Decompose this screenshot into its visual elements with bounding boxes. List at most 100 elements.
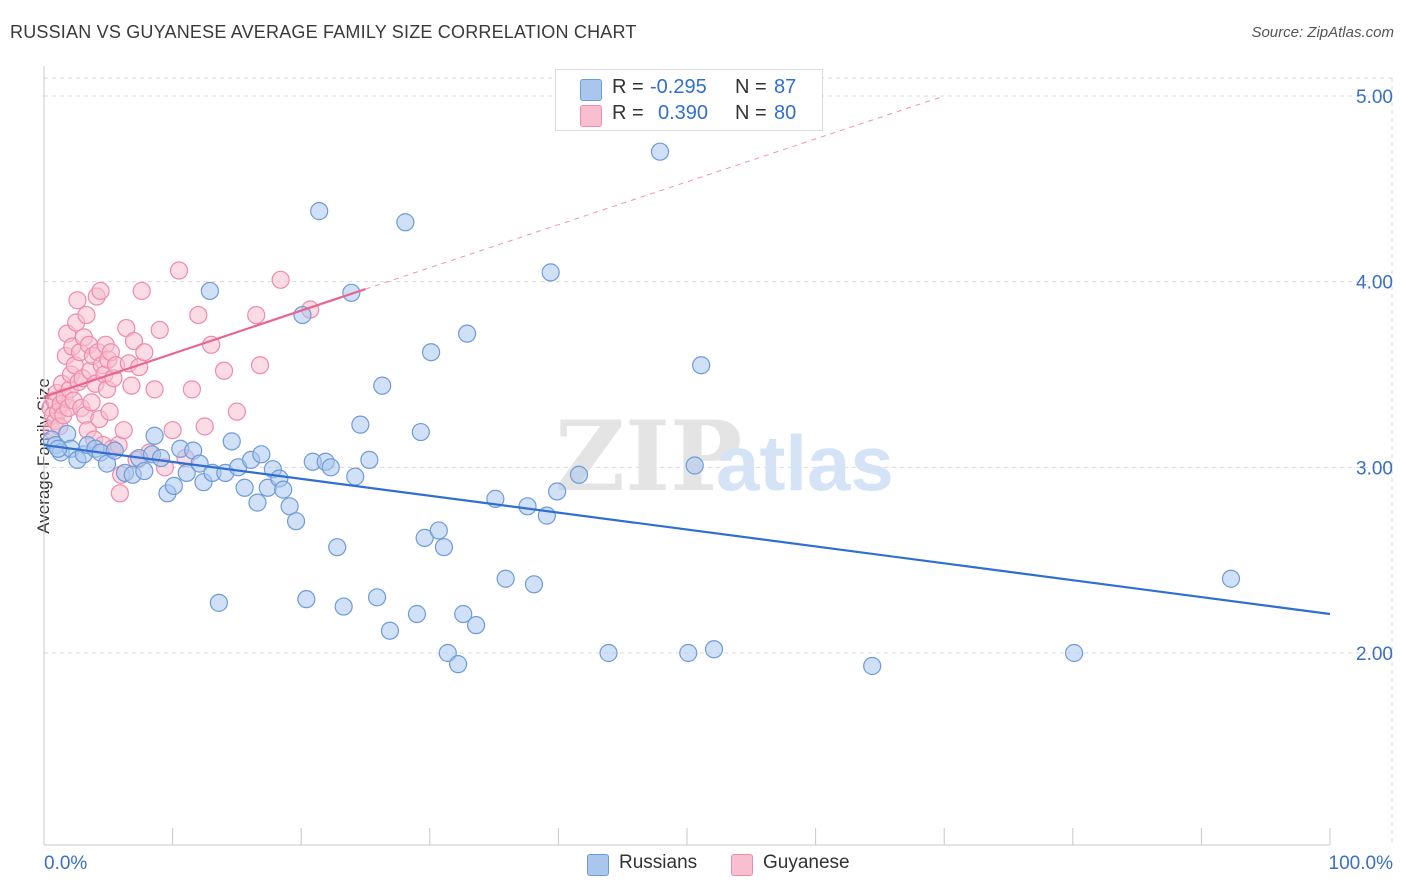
russians-point bbox=[569, 465, 589, 484]
russians-point bbox=[297, 590, 316, 609]
legend-n-label: N = bbox=[735, 76, 767, 98]
guyanese-point bbox=[82, 393, 101, 412]
guyanese-point bbox=[227, 402, 246, 421]
y-tick-label: 2.00 bbox=[1356, 644, 1393, 665]
russians-point bbox=[58, 424, 77, 444]
russians-point bbox=[518, 497, 537, 516]
x-tick-label-max: 100.0% bbox=[1329, 853, 1394, 874]
russians-point bbox=[164, 476, 183, 495]
russians-point bbox=[209, 593, 228, 612]
guyanese-point bbox=[77, 305, 96, 325]
russians-point bbox=[1221, 569, 1241, 588]
russians-point bbox=[105, 441, 124, 460]
russians-point bbox=[704, 640, 724, 659]
y-tick-label: 4.00 bbox=[1356, 273, 1393, 294]
russians-point bbox=[200, 281, 219, 301]
legend-swatch-guyanese bbox=[580, 105, 602, 127]
legend-r-label: R = bbox=[612, 102, 644, 124]
correlation-legend: R = -0.295 N = 87 R = 0.390 N = 80 bbox=[555, 69, 823, 131]
russians-point bbox=[274, 480, 293, 499]
russians-point bbox=[145, 426, 164, 445]
russians-point bbox=[415, 528, 434, 547]
guyanese-point bbox=[91, 281, 110, 301]
watermark-zip: ZIP bbox=[555, 400, 742, 513]
russians-point bbox=[351, 415, 370, 434]
bottom-legend-swatch-guyanese bbox=[731, 854, 753, 876]
watermark-atlas: atlas bbox=[716, 419, 894, 507]
russians-point bbox=[685, 456, 704, 475]
russians-point bbox=[151, 448, 171, 468]
russians-point bbox=[466, 616, 486, 635]
guyanese-point bbox=[135, 343, 154, 362]
russians-point bbox=[1064, 643, 1084, 663]
guyanese-trend-line bbox=[43, 288, 366, 398]
russians-point bbox=[599, 643, 618, 663]
guyanese-point bbox=[68, 291, 87, 310]
russians-point bbox=[235, 478, 254, 497]
bottom-legend-label-russians: Russians bbox=[619, 852, 698, 873]
legend-n-value: 80 bbox=[774, 102, 797, 124]
guyanese-point bbox=[122, 376, 141, 395]
russians-point bbox=[286, 512, 306, 531]
russians-trend-line bbox=[43, 443, 1331, 616]
legend-n-value: 87 bbox=[774, 76, 797, 98]
russians-point bbox=[135, 461, 154, 481]
russians-point bbox=[380, 621, 400, 640]
guyanese-point bbox=[169, 261, 189, 280]
russians-point bbox=[692, 356, 711, 375]
guyanese-point bbox=[182, 380, 201, 399]
tick-labels: 2.00 3.00 4.00 5.00 0.0% 100.0% bbox=[44, 87, 1393, 874]
russians-point bbox=[548, 482, 567, 501]
russians-point bbox=[310, 202, 329, 221]
russians-point bbox=[434, 538, 454, 557]
russians-point bbox=[248, 493, 267, 512]
chart-title: RUSSIAN VS GUYANESE AVERAGE FAMILY SIZE … bbox=[10, 22, 637, 42]
legend-r-value: -0.295 bbox=[650, 76, 707, 98]
guyanese-point bbox=[247, 305, 266, 325]
bottom-legend-swatch-russians bbox=[587, 854, 609, 876]
russians-point bbox=[429, 521, 448, 540]
legend-r-label: R = bbox=[612, 76, 644, 98]
guyanese-point bbox=[195, 417, 214, 436]
russians-point bbox=[496, 569, 515, 588]
russians-point bbox=[524, 575, 544, 594]
russians-point bbox=[541, 263, 560, 282]
guyanese-point bbox=[202, 335, 221, 354]
guyanese-point bbox=[189, 305, 208, 325]
guyanese-point bbox=[150, 320, 169, 340]
russians-point bbox=[334, 597, 353, 616]
guyanese-point bbox=[124, 331, 144, 351]
legend-r-value: 0.390 bbox=[658, 102, 709, 124]
source-label: Source: ZipAtlas.com bbox=[1251, 24, 1394, 41]
guyanese-point bbox=[271, 270, 290, 289]
russians-point bbox=[457, 324, 477, 343]
guyanese-point bbox=[250, 356, 270, 375]
russians-point bbox=[346, 467, 365, 486]
russians-point bbox=[454, 604, 473, 624]
russians-point bbox=[222, 432, 241, 451]
russians-point bbox=[448, 655, 468, 674]
russians-point bbox=[411, 422, 430, 442]
guyanese-point bbox=[145, 380, 164, 399]
guyanese-point bbox=[110, 484, 129, 503]
guyanese-point bbox=[132, 281, 151, 301]
guyanese-point bbox=[214, 361, 234, 380]
legend-swatch-russians bbox=[580, 79, 602, 101]
guyanese-point bbox=[163, 421, 182, 440]
legend-n-label: N = bbox=[735, 102, 767, 124]
russians-point bbox=[367, 588, 387, 607]
guyanese-trend-extension bbox=[365, 95, 945, 290]
x-tick-label-min: 0.0% bbox=[44, 853, 87, 874]
guyanese-point bbox=[100, 402, 119, 421]
russians-point bbox=[328, 538, 347, 557]
russians-point bbox=[650, 142, 670, 161]
trend-lines bbox=[43, 95, 1331, 616]
russians-point bbox=[373, 376, 392, 395]
watermark: ZIP atlas bbox=[555, 400, 894, 513]
bottom-legend-label-guyanese: Guyanese bbox=[763, 852, 850, 873]
y-tick-label: 5.00 bbox=[1356, 87, 1393, 108]
russians-point bbox=[438, 643, 457, 663]
guyanese-point bbox=[114, 421, 133, 440]
axes bbox=[43, 66, 1331, 846]
